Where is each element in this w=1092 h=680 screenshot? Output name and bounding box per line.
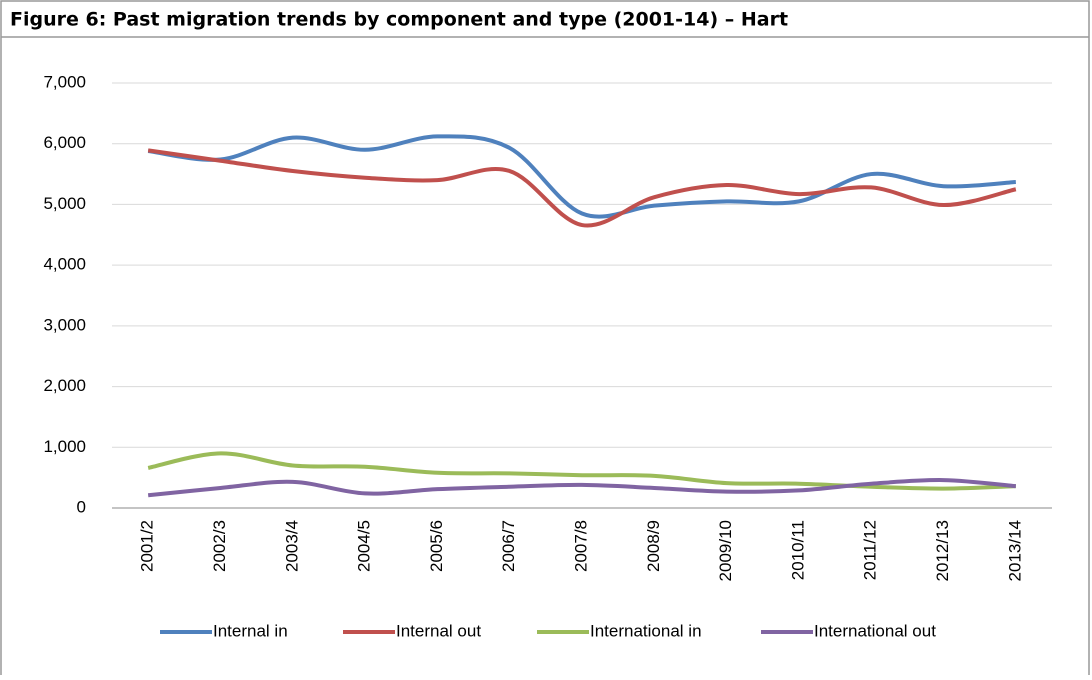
- legend-label: Internal out: [396, 621, 481, 640]
- chart-title: Figure 6: Past migration trends by compo…: [10, 9, 788, 31]
- x-tick-label: 2001/2: [138, 520, 157, 572]
- y-tick-label: 3,000: [43, 315, 86, 334]
- legend-label: International in: [590, 621, 702, 640]
- y-tick-label: 2,000: [43, 376, 86, 395]
- series-line: [147, 451, 1016, 491]
- y-tick-label: 0: [77, 497, 86, 516]
- x-tick-label: 2002/3: [210, 520, 229, 572]
- y-tick-label: 7,000: [43, 72, 86, 91]
- series-line: [147, 478, 1017, 498]
- y-tick-label: 6,000: [43, 133, 86, 152]
- y-tick-label: 5,000: [43, 194, 86, 213]
- x-tick-label: 2008/9: [644, 520, 663, 572]
- y-tick-label: 4,000: [43, 255, 86, 274]
- x-tick-label: 2005/6: [427, 520, 446, 572]
- x-tick-label: 2007/8: [571, 520, 590, 572]
- x-tick-label: 2004/5: [355, 520, 374, 572]
- series-line: [147, 148, 1017, 228]
- x-tick-label: 2003/4: [282, 520, 301, 572]
- x-tick-label: 2009/10: [716, 520, 735, 581]
- x-tick-label: 2012/13: [933, 520, 952, 581]
- x-tick-label: 2006/7: [499, 520, 518, 572]
- x-tick-label: 2010/11: [788, 520, 807, 580]
- series-line: [147, 134, 1016, 219]
- legend-label: International out: [814, 621, 936, 640]
- y-tick-label: 1,000: [43, 437, 86, 456]
- x-tick-label: 2013/14: [1005, 520, 1024, 581]
- legend-label: Internal in: [213, 621, 288, 640]
- x-tick-label: 2011/12: [861, 520, 880, 580]
